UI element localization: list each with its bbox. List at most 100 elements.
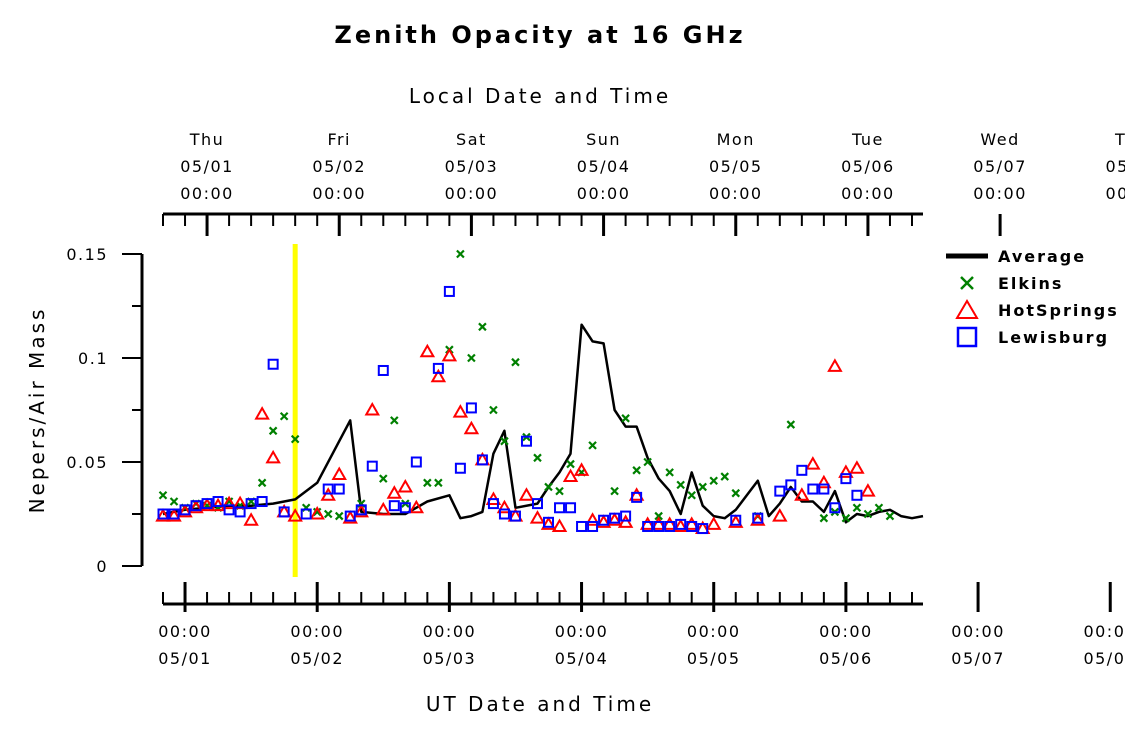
- hotsprings-point: [364, 401, 380, 416]
- chart-title: Zenith Opacity at 16 GHz: [334, 21, 745, 49]
- elkins-point-stroke: [687, 491, 696, 500]
- elkins-point: [290, 434, 300, 444]
- top-tick-date-label: 05/07: [973, 157, 1027, 176]
- hotsprings-point: [177, 503, 193, 518]
- elkins-point: [720, 472, 730, 481]
- hotsprings-point: [584, 512, 601, 526]
- elkins-point-stroke: [500, 436, 509, 446]
- bottom-tick-time-label: 00:00: [687, 622, 741, 641]
- elkins-point-stroke: [456, 249, 465, 259]
- lewisburg-point: [498, 508, 510, 520]
- lewisburg-point: [664, 520, 676, 532]
- top-axis: Thu 05/01 00:00 Fri 05/02 00:00 Sat 05/03 00:00 S…: [162, 130, 1125, 236]
- elkins-point-stroke: [334, 511, 344, 521]
- elkins-point-stroke: [654, 511, 663, 521]
- lewisburg-point: [443, 285, 455, 297]
- hotsprings-point: [199, 497, 215, 512]
- hotsprings-point: [463, 420, 480, 435]
- elkins-point-stroke: [819, 513, 829, 523]
- hotsprings-point: [628, 487, 645, 501]
- hotsprings-point: [375, 501, 392, 516]
- hotsprings-point: [342, 510, 358, 524]
- hotsprings-point: [816, 474, 832, 489]
- top-axis-title: Local Date and Time: [409, 84, 671, 108]
- elkins-point-stroke: [268, 426, 278, 436]
- hotsprings-point: [551, 518, 568, 532]
- top-tick-time-label: 00:00: [312, 184, 366, 203]
- elkins-point-stroke: [852, 503, 862, 513]
- lewisburg-point: [807, 483, 819, 495]
- hotsprings-point: [595, 514, 612, 528]
- elkins-point: [257, 478, 267, 488]
- elkins-point-stroke: [533, 453, 542, 463]
- series-elkins: [158, 249, 895, 523]
- y-tick-label: 0.15: [66, 245, 108, 264]
- lewisburg-point: [410, 456, 422, 468]
- elkins-point: [158, 491, 168, 500]
- elkins-point-stroke: [390, 416, 399, 425]
- lewisburg-point: [432, 362, 444, 374]
- hotsprings-point: [419, 343, 436, 358]
- elkins-point: [610, 486, 619, 496]
- elkins-point-stroke: [643, 457, 652, 467]
- elkins-point: [279, 411, 289, 421]
- series-average: [162, 323, 924, 524]
- lewisburg-point: [565, 502, 577, 514]
- lewisburg-point: [774, 485, 786, 497]
- top-tick-date-label: 05/06: [841, 157, 895, 176]
- elkins-point: [566, 459, 575, 469]
- lewisburg-point: [554, 502, 566, 514]
- lewisburg-point: [333, 483, 345, 495]
- hotsprings-point: [452, 404, 469, 418]
- elkins-point: [841, 513, 851, 523]
- elkins-point-stroke: [467, 353, 476, 363]
- lewisburg-point: [190, 500, 202, 512]
- elkins-point: [885, 511, 895, 521]
- legend-hotsprings-label: HotSprings: [998, 301, 1119, 320]
- elkins-point: [698, 482, 707, 492]
- elkins-point: [654, 511, 663, 521]
- elkins-point: [511, 357, 520, 367]
- hotsprings-point: [397, 478, 414, 493]
- elkins-point: [467, 353, 476, 363]
- bottom-tick-date-label: 05/02: [290, 649, 344, 668]
- hotsprings-point: [849, 460, 865, 474]
- top-tick-date-label: 05/05: [709, 157, 763, 176]
- bottom-tick-date-label: 05/03: [423, 649, 477, 668]
- hotsprings-point: [408, 499, 425, 514]
- bottom-tick-time-label: 00:00: [951, 622, 1005, 641]
- hotsprings-point: [650, 516, 667, 530]
- elkins-point: [588, 441, 597, 450]
- y-tick-label: 0.05: [66, 453, 108, 472]
- elkins-point: [489, 405, 498, 415]
- hotsprings-point: [287, 508, 303, 522]
- lewisburg-point: [531, 498, 543, 510]
- bottom-tick-time-label: 00:00: [1083, 622, 1125, 641]
- elkins-point-stroke: [379, 474, 388, 483]
- left-axis: 0 0.05 0.1 0.15: [66, 245, 144, 576]
- elkins-point-stroke: [279, 411, 289, 421]
- y-tick-label: 0.1: [78, 349, 108, 368]
- legend-lewisburg-label: Lewisburg: [998, 328, 1109, 347]
- bottom-axis: 00:00 05/01 00:00 05/02 00:00 05/03 00:00 05/04…: [158, 582, 1125, 668]
- hotsprings-point: [386, 485, 403, 499]
- top-tick-date-label: 05/03: [445, 157, 499, 176]
- lewisburg-point: [355, 504, 367, 516]
- y-axis-title: Nepers/Air Mass: [25, 307, 49, 514]
- elkins-point-stroke: [610, 486, 619, 496]
- top-tick-day-label: Thu: [189, 130, 225, 149]
- elkins-point-stroke: [544, 482, 553, 492]
- lewisburg-point: [631, 491, 643, 503]
- elkins-point: [169, 497, 179, 506]
- lewisburg-point: [730, 514, 742, 526]
- elkins-point: [621, 414, 630, 423]
- top-tick-date-label: 05/01: [180, 157, 234, 176]
- legend-lewisburg-swatch: [956, 326, 978, 348]
- elkins-point-stroke: [841, 513, 851, 523]
- hotsprings-point: [540, 516, 557, 530]
- elkins-point-stroke: [621, 414, 630, 423]
- series-lewisburg: [157, 285, 863, 535]
- elkins-point: [709, 476, 719, 485]
- elkins-point-stroke: [478, 322, 487, 332]
